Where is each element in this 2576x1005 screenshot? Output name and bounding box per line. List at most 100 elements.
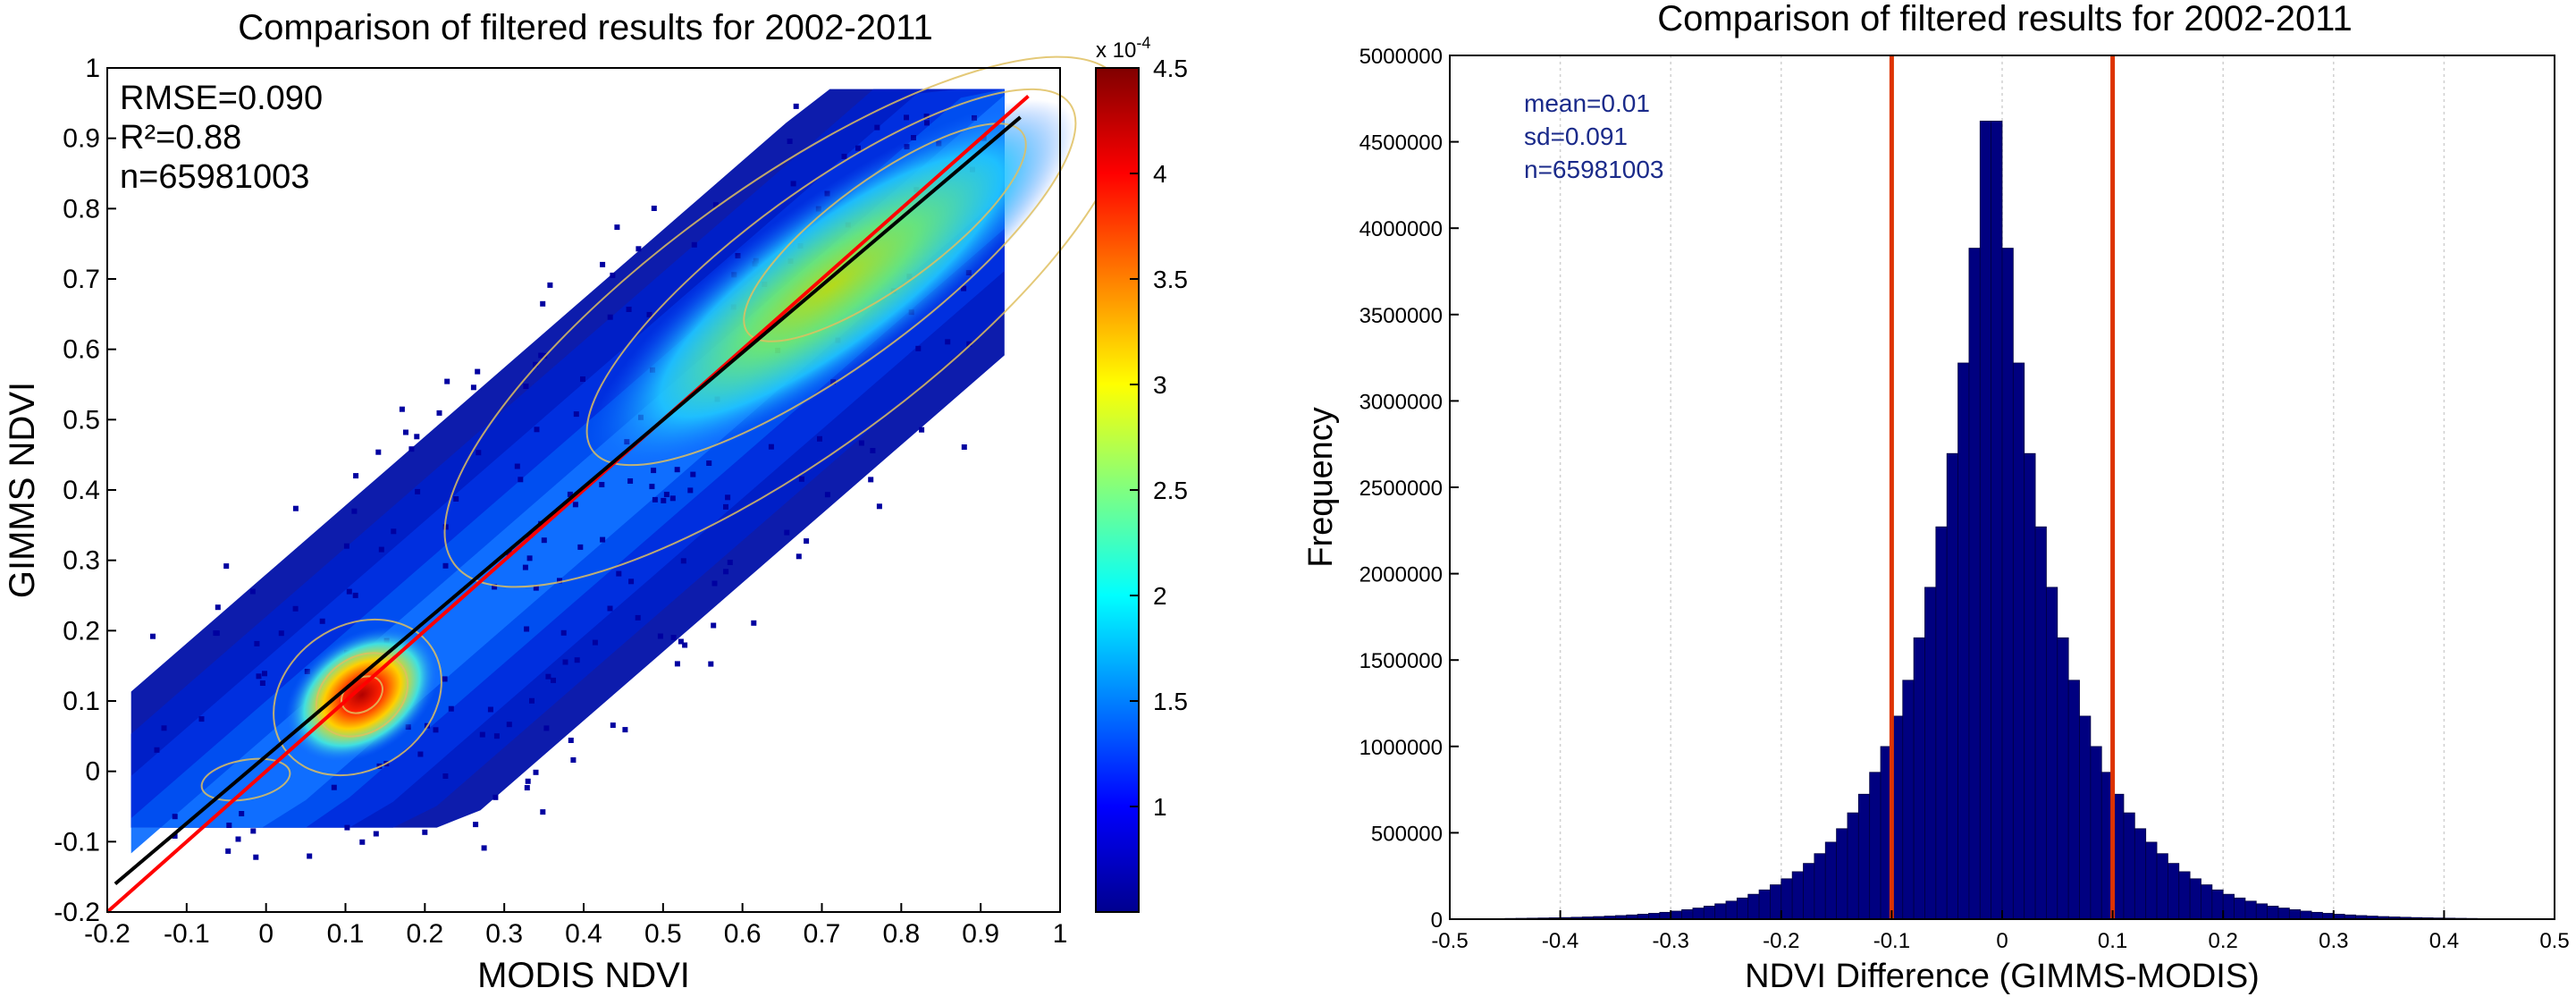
scatter-y-tick-label: 0.4	[63, 476, 100, 505]
scatter-point	[533, 361, 539, 367]
histogram-bar	[1957, 362, 1970, 920]
scatter-x-tick-label: 0.1	[327, 919, 365, 949]
histogram-bar	[2034, 526, 2047, 920]
scatter-point	[652, 496, 658, 502]
scatter-point	[514, 463, 520, 469]
histogram-bar	[2300, 910, 2312, 920]
scatter-point	[614, 224, 620, 231]
histogram-bar	[1991, 121, 2003, 920]
histogram-bar	[2222, 893, 2235, 920]
histogram-threshold-lines	[1889, 55, 2116, 919]
scatter-title: Comparison of filtered results for 2002-…	[238, 8, 932, 47]
scatter-x-label: MODIS NDVI	[477, 956, 690, 995]
scatter-point	[798, 476, 804, 482]
scatter-point	[723, 503, 728, 510]
scatter-point	[524, 785, 530, 790]
scatter-point	[568, 738, 574, 743]
histogram-x-tick-label: -0.4	[1542, 929, 1578, 953]
scatter-point	[841, 154, 847, 159]
scatter-point	[858, 440, 864, 446]
colorbar-tick-label: 3.5	[1153, 266, 1188, 293]
scatter-y-tick-label: 0.2	[63, 616, 100, 646]
histogram-bar	[2057, 637, 2069, 920]
scatter-point	[526, 532, 533, 538]
scatter-point	[487, 706, 493, 713]
scatter-x-tick-label: 0.9	[962, 919, 999, 949]
scatter-point	[373, 831, 379, 837]
scatter-point	[657, 633, 663, 639]
histogram-bar	[2178, 871, 2191, 920]
scatter-point	[711, 622, 717, 629]
histogram-bar	[1857, 793, 1871, 920]
scatter-point	[874, 124, 880, 131]
scatter-point	[727, 560, 733, 565]
histogram-x-tick-label: 0.1	[2098, 929, 2127, 953]
scatter-point	[506, 550, 512, 556]
histogram-bar	[1814, 853, 1826, 920]
scatter-point	[545, 673, 551, 680]
scatter-point	[646, 311, 652, 317]
histogram-bar	[1770, 884, 1782, 920]
scatter-panel: Comparison of filtered results for 2002-…	[3, 8, 1130, 995]
histogram-stat-sd: sd=0.091	[1524, 122, 1628, 150]
scatter-point	[378, 546, 384, 553]
scatter-point	[543, 725, 550, 731]
scatter-y-ticks: -0.2 -0.1 0 0.1 0.2 0.3 0.4 0.5 0.6 0.7 0.8 0.9 1	[54, 54, 116, 927]
scatter-point	[375, 449, 382, 455]
histogram-bar	[2167, 863, 2180, 920]
histogram-bar	[1758, 889, 1771, 920]
scatter-point	[319, 618, 325, 624]
histogram-bar	[1692, 908, 1705, 920]
scatter-point	[533, 769, 539, 775]
scatter-point	[351, 508, 358, 514]
histogram-x-tick-label: 0.3	[2319, 929, 2348, 953]
scatter-point	[610, 722, 616, 729]
scatter-point	[540, 300, 546, 307]
histogram-x-tick-label: -0.5	[1431, 929, 1468, 953]
histogram-bar	[2156, 853, 2168, 920]
regression-line	[114, 115, 1022, 886]
scatter-y-label: GIMMS NDVI	[3, 382, 42, 598]
scatter-point	[343, 543, 349, 549]
scatter-point	[538, 352, 544, 359]
scatter-point	[259, 680, 265, 686]
scatter-point	[690, 471, 696, 477]
colorbar-tick-label: 2	[1153, 582, 1167, 610]
scatter-point	[600, 536, 606, 543]
histogram-y-tick-label: 3500000	[1360, 304, 1443, 328]
scatter-point	[876, 503, 882, 510]
histogram-bar	[2234, 897, 2246, 920]
scatter-point	[924, 120, 930, 126]
scatter-x-tick-label: 0.8	[882, 919, 920, 949]
histogram-bar	[2211, 889, 2224, 920]
colorbar-exponent-base: x 10	[1096, 38, 1136, 63]
histogram-bar	[1725, 900, 1738, 920]
histogram-bar	[2079, 715, 2092, 920]
histogram-x-tick-label: -0.3	[1653, 929, 1689, 953]
scatter-point	[414, 434, 420, 440]
scatter-point	[249, 588, 256, 595]
scatter-point	[557, 578, 562, 584]
histogram-panel: Comparison of filtered results for 2002-…	[1302, 0, 2570, 995]
histogram-bar	[1803, 863, 1815, 920]
scatter-point	[262, 671, 267, 677]
scatter-x-tick-label: 0.4	[565, 919, 602, 949]
scatter-point	[577, 544, 584, 550]
scatter-x-tick-label: -0.1	[164, 919, 210, 949]
scatter-point	[824, 492, 830, 498]
scatter-point	[239, 811, 245, 816]
histogram-y-tick-label: 2000000	[1360, 563, 1443, 587]
scatter-point	[254, 640, 260, 646]
histogram-bar	[2311, 911, 2323, 920]
scatter-point	[915, 345, 922, 351]
histogram-y-label: Frequency	[1302, 407, 1340, 568]
histogram-y-tick-label: 500000	[1371, 822, 1443, 846]
scatter-point	[448, 705, 454, 712]
scatter-x-tick-label: 0	[258, 919, 274, 949]
histogram-bar	[1791, 871, 1804, 920]
scatter-point	[422, 829, 428, 835]
histogram-y-tick-label: 4000000	[1360, 217, 1443, 241]
scatter-point	[250, 828, 257, 834]
scatter-point	[923, 114, 930, 120]
scatter-point	[674, 467, 680, 473]
